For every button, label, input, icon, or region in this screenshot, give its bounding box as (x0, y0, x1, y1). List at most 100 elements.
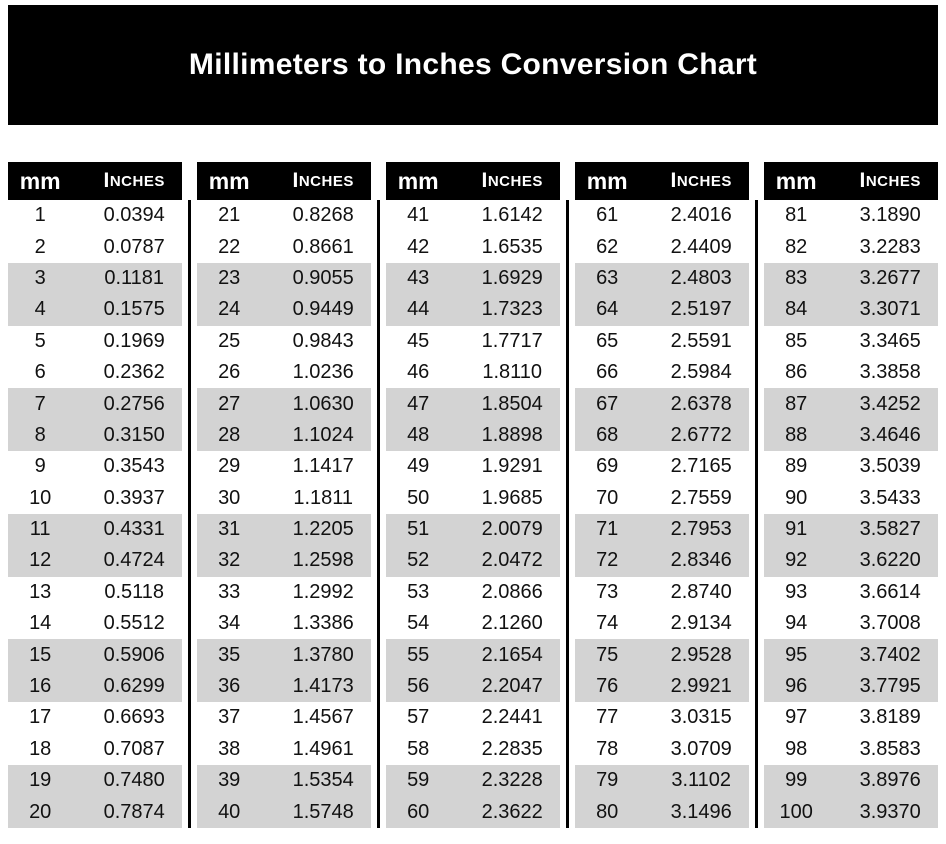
inches-value: 3.4646 (859, 423, 921, 446)
table-row: 17 0.6693 (8, 702, 182, 734)
mm-value: 64 (596, 298, 619, 321)
inches-value: 2.8740 (670, 580, 732, 603)
mm-value: 68 (596, 423, 619, 446)
mm-value: 49 (407, 455, 430, 478)
inches-value: 0.0787 (103, 235, 165, 258)
inches-value: 0.1969 (103, 329, 165, 352)
table-row: 48 1.8898 (386, 419, 560, 452)
inches-value: 1.1417 (292, 455, 354, 478)
mm-value: 48 (407, 423, 430, 446)
mm-value: 47 (407, 392, 430, 415)
inches-value: 3.8189 (859, 706, 921, 729)
table-row: 65 2.5591 (575, 325, 749, 357)
inches-value: 2.7559 (670, 486, 732, 509)
mm-value: 2 (34, 235, 46, 258)
table-row: 50 1.9685 (386, 482, 560, 514)
table-row: 91 3.5827 (764, 513, 938, 546)
inches-value: 0.3150 (103, 423, 165, 446)
mm-value: 31 (218, 518, 241, 541)
table-row: 46 1.8110 (386, 356, 560, 389)
inches-header-rest: NCHES (298, 172, 354, 190)
table-row: 15 0.5906 (8, 639, 182, 671)
table-row: 37 1.4567 (197, 702, 371, 734)
table-row: 88 3.4646 (764, 419, 938, 452)
table-row: 10 0.3937 (8, 482, 182, 514)
mm-value: 55 (407, 643, 430, 666)
table-row: 7 0.2756 (8, 388, 182, 420)
table-row: 52 2.0472 (386, 545, 560, 577)
inches-value: 2.4016 (670, 204, 732, 227)
inches-value: 3.8976 (859, 769, 921, 792)
inches-value: 2.9921 (670, 675, 732, 698)
table-row: 26 1.0236 (197, 356, 371, 389)
mm-value: 78 (596, 737, 619, 760)
table-row: 90 3.5433 (764, 482, 938, 514)
inches-value: 1.5748 (292, 800, 354, 823)
inches-value: 3.8583 (859, 737, 921, 760)
table-row: 32 1.2598 (197, 545, 371, 577)
table-row: 86 3.3858 (764, 356, 938, 389)
table-row: 57 2.2441 (386, 702, 560, 734)
inches-value: 0.5906 (103, 643, 165, 666)
inches-value: 1.2992 (292, 580, 354, 603)
inches-value: 0.9843 (292, 329, 354, 352)
inches-value: 0.9449 (292, 298, 354, 321)
mm-value: 57 (407, 706, 430, 729)
table-row: 60 2.3622 (386, 796, 560, 828)
inches-value: 3.3465 (859, 329, 921, 352)
table-row: 87 3.4252 (764, 388, 938, 420)
table-row: 56 2.2047 (386, 670, 560, 703)
mm-value: 87 (785, 392, 808, 415)
inches-value: 3.1496 (670, 800, 732, 823)
mm-value: 6 (34, 361, 46, 384)
mm-value: 5 (34, 329, 46, 352)
mm-value: 91 (785, 518, 808, 541)
inches-value: 1.5354 (292, 769, 354, 792)
table-row: 33 1.2992 (197, 576, 371, 609)
inches-value: 2.0472 (481, 549, 543, 572)
mm-value: 94 (785, 612, 808, 635)
inches-value: 2.6378 (670, 392, 732, 415)
table-row: 71 2.7953 (575, 513, 749, 546)
inches-value: 2.2835 (481, 737, 543, 760)
mm-value: 30 (218, 486, 241, 509)
inches-value: 3.3858 (859, 361, 921, 384)
table-row: 39 1.5354 (197, 765, 371, 797)
inches-value: 0.7874 (103, 800, 165, 823)
inches-value: 1.4173 (292, 675, 354, 698)
table-row: 99 3.8976 (764, 765, 938, 797)
inches-value: 0.8268 (292, 204, 354, 227)
mm-value: 23 (218, 266, 241, 289)
inches-value: 1.6142 (481, 204, 543, 227)
inches-header: I NCHES (828, 169, 938, 193)
mm-value: 8 (34, 423, 46, 446)
mm-header: mm (775, 167, 817, 194)
table-group-2: mm I NCHES 21 0.8268 22 0.8661 23 0.9055 24 0.9449… (197, 162, 371, 828)
mm-value: 83 (785, 266, 808, 289)
mm-value: 39 (218, 769, 241, 792)
table-body: 21 0.8268 22 0.8661 23 0.9055 24 0.9449 25 0.9843… (197, 200, 371, 828)
inches-value: 0.8661 (292, 235, 354, 258)
table-row: 96 3.7795 (764, 670, 938, 703)
table-row: 76 2.9921 (575, 670, 749, 703)
mm-value: 18 (29, 737, 52, 760)
table-row: 72 2.8346 (575, 545, 749, 577)
inches-value: 1.3386 (292, 612, 354, 635)
inches-value: 0.5118 (104, 580, 165, 603)
inches-header-rest: NCHES (487, 172, 543, 190)
inches-header: I NCHES (639, 169, 749, 193)
mm-value: 28 (218, 423, 241, 446)
mm-value: 3 (34, 266, 46, 289)
table-row: 70 2.7559 (575, 482, 749, 514)
inches-value: 3.5433 (859, 486, 921, 509)
table-row: 55 2.1654 (386, 639, 560, 671)
inches-value: 0.7087 (103, 737, 165, 760)
inches-value: 1.1811 (293, 486, 354, 509)
mm-value: 44 (407, 298, 430, 321)
table-row: 25 0.9843 (197, 325, 371, 357)
table-row: 100 3.9370 (764, 796, 938, 828)
inches-header-initial: I (859, 169, 866, 192)
inches-value: 2.9134 (670, 612, 732, 635)
table-row: 18 0.7087 (8, 733, 182, 766)
mm-value: 14 (29, 612, 52, 635)
